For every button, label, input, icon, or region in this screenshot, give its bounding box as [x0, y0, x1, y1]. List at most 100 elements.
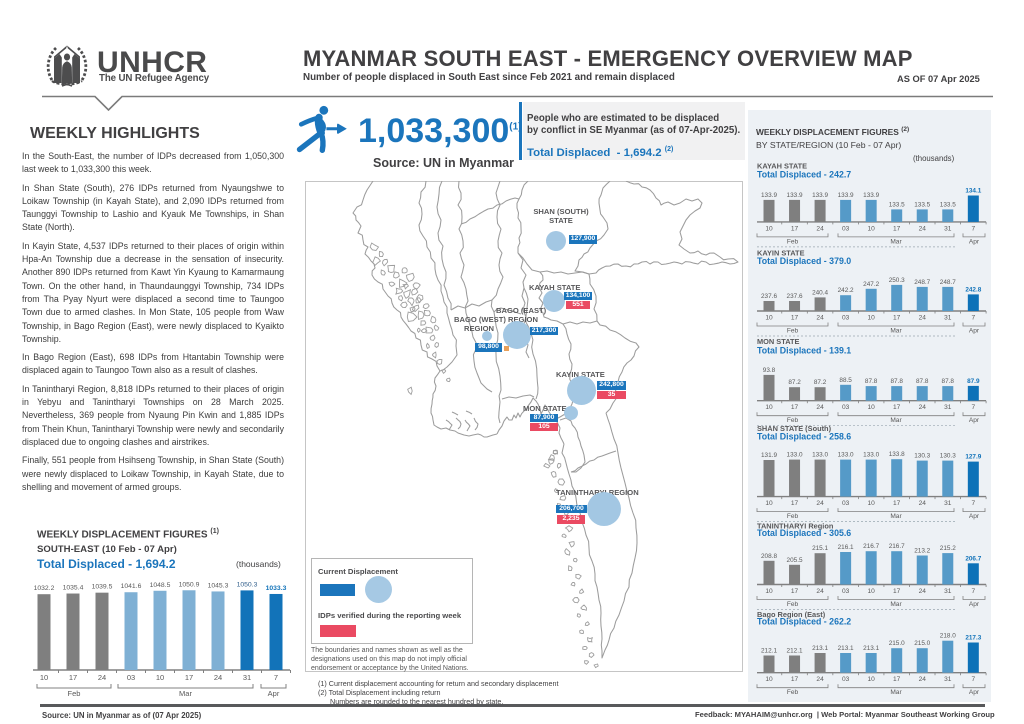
svg-text:237.6: 237.6 — [787, 293, 803, 300]
svg-text:130.3: 130.3 — [940, 453, 956, 460]
svg-text:24: 24 — [919, 676, 927, 683]
svg-text:KAYIN STATE: KAYIN STATE — [757, 249, 805, 258]
svg-text:10: 10 — [867, 225, 875, 232]
svg-text:7: 7 — [971, 676, 975, 683]
svg-text:133.9: 133.9 — [787, 192, 803, 199]
svg-text:215.1: 215.1 — [812, 545, 828, 552]
svg-text:213.2: 213.2 — [914, 548, 930, 555]
svg-text:17: 17 — [185, 673, 193, 682]
svg-text:Mar: Mar — [890, 238, 902, 245]
svg-text:17: 17 — [893, 315, 901, 322]
svg-text:1039.5: 1039.5 — [92, 584, 113, 591]
svg-text:24: 24 — [816, 404, 824, 411]
svg-text:Total Displaced - 139.1: Total Displaced - 139.1 — [757, 346, 851, 356]
svg-text:213.1: 213.1 — [812, 645, 828, 652]
svg-text:10: 10 — [765, 500, 773, 507]
svg-text:1035.4: 1035.4 — [63, 585, 84, 592]
svg-text:24: 24 — [919, 404, 927, 411]
svg-text:93.8: 93.8 — [763, 367, 776, 374]
svg-text:24: 24 — [919, 500, 927, 507]
svg-text:Total Displaced - 305.6: Total Displaced - 305.6 — [757, 528, 851, 538]
svg-text:248.7: 248.7 — [940, 279, 956, 286]
svg-text:24: 24 — [816, 500, 824, 507]
svg-text:TANINTHARYI Region: TANINTHARYI Region — [757, 522, 834, 531]
svg-text:7: 7 — [971, 588, 975, 595]
svg-text:Feb: Feb — [787, 689, 799, 696]
svg-text:215.0: 215.0 — [889, 640, 905, 647]
svg-text:Feb: Feb — [787, 417, 799, 424]
svg-text:03: 03 — [842, 315, 850, 322]
svg-text:10: 10 — [765, 676, 773, 683]
svg-text:Apr: Apr — [969, 689, 980, 696]
svg-text:130.3: 130.3 — [914, 453, 930, 460]
svg-text:10: 10 — [156, 673, 164, 682]
svg-text:87.2: 87.2 — [788, 379, 801, 386]
svg-text:17: 17 — [893, 225, 901, 232]
svg-text:Apr: Apr — [969, 328, 980, 335]
svg-text:Mar: Mar — [890, 689, 902, 696]
svg-text:1045.3: 1045.3 — [208, 582, 229, 589]
svg-text:213.1: 213.1 — [838, 645, 854, 652]
svg-text:Total Displaced - 242.7: Total Displaced - 242.7 — [757, 170, 851, 180]
svg-text:127.9: 127.9 — [965, 454, 981, 461]
svg-text:17: 17 — [791, 676, 799, 683]
svg-text:24: 24 — [816, 588, 824, 595]
svg-text:Apr: Apr — [268, 689, 280, 698]
svg-text:1041.6: 1041.6 — [121, 583, 142, 590]
svg-text:133.8: 133.8 — [889, 451, 905, 458]
svg-text:17: 17 — [69, 673, 77, 682]
svg-text:206.7: 206.7 — [965, 555, 981, 562]
svg-text:03: 03 — [842, 500, 850, 507]
svg-text:17: 17 — [791, 315, 799, 322]
svg-text:216.7: 216.7 — [863, 543, 879, 550]
svg-text:Apr: Apr — [969, 238, 980, 245]
svg-text:24: 24 — [919, 315, 927, 322]
svg-text:10: 10 — [867, 500, 875, 507]
svg-text:31: 31 — [944, 225, 952, 232]
svg-text:87.8: 87.8 — [890, 378, 903, 385]
svg-text:Feb: Feb — [787, 238, 799, 245]
svg-text:212.1: 212.1 — [787, 648, 803, 655]
svg-text:212.1: 212.1 — [761, 648, 777, 655]
svg-text:17: 17 — [893, 676, 901, 683]
svg-text:24: 24 — [816, 315, 824, 322]
svg-text:242.2: 242.2 — [838, 287, 854, 294]
svg-text:133.0: 133.0 — [812, 452, 828, 459]
svg-text:17: 17 — [791, 404, 799, 411]
svg-text:17: 17 — [791, 500, 799, 507]
svg-text:205.5: 205.5 — [787, 557, 803, 564]
svg-text:87.2: 87.2 — [814, 379, 827, 386]
svg-text:7: 7 — [971, 500, 975, 507]
svg-text:133.5: 133.5 — [889, 201, 905, 208]
svg-text:247.2: 247.2 — [863, 281, 879, 288]
svg-text:Total Displaced - 258.6: Total Displaced - 258.6 — [757, 432, 851, 442]
svg-text:240.4: 240.4 — [812, 289, 828, 296]
svg-text:133.0: 133.0 — [787, 452, 803, 459]
svg-text:Mar: Mar — [890, 417, 902, 424]
svg-text:87.9: 87.9 — [967, 378, 980, 385]
svg-text:88.5: 88.5 — [839, 377, 852, 384]
svg-text:24: 24 — [214, 673, 222, 682]
svg-text:03: 03 — [842, 225, 850, 232]
svg-text:218.0: 218.0 — [940, 633, 956, 640]
svg-text:133.9: 133.9 — [863, 192, 879, 199]
svg-text:10: 10 — [867, 315, 875, 322]
svg-text:215.2: 215.2 — [940, 545, 956, 552]
svg-text:Feb: Feb — [787, 601, 799, 608]
svg-text:10: 10 — [765, 404, 773, 411]
svg-text:31: 31 — [944, 315, 952, 322]
svg-text:Apr: Apr — [969, 417, 980, 424]
svg-text:133.0: 133.0 — [863, 452, 879, 459]
svg-text:31: 31 — [944, 500, 952, 507]
svg-text:133.9: 133.9 — [812, 192, 828, 199]
svg-text:Apr: Apr — [969, 513, 980, 520]
svg-text:24: 24 — [919, 588, 927, 595]
svg-text:208.8: 208.8 — [761, 553, 777, 560]
svg-text:87.8: 87.8 — [942, 378, 955, 385]
svg-text:133.9: 133.9 — [761, 192, 777, 199]
svg-text:10: 10 — [765, 588, 773, 595]
svg-text:216.1: 216.1 — [838, 544, 854, 551]
svg-text:7: 7 — [971, 315, 975, 322]
svg-text:10: 10 — [867, 588, 875, 595]
svg-text:17: 17 — [893, 588, 901, 595]
